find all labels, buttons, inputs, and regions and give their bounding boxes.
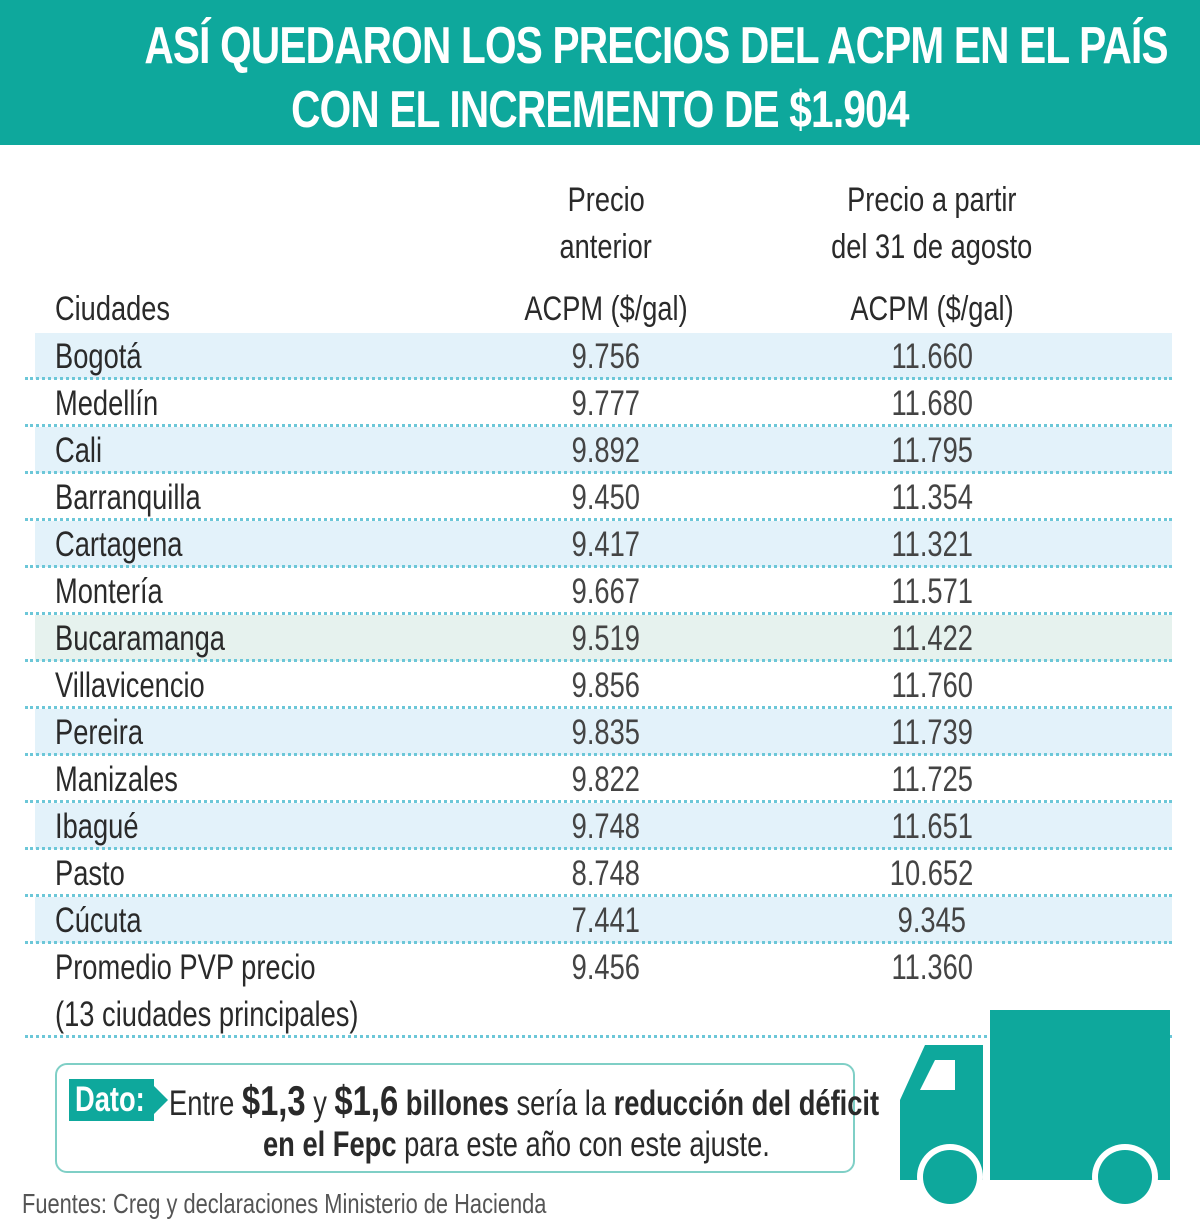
table-row: Medellín 9.777 11.680 [0,380,1200,427]
average-previous: 9.456 [571,948,641,987]
table-row: Pasto 8.748 10.652 [0,850,1200,897]
row-divider [25,706,1172,709]
new-price-cell: 11.795 [891,431,973,470]
title-banner: ASÍ QUEDARON LOS PRECIOS DEL ACPM EN EL … [0,0,1200,145]
table-row: Manizales 9.822 11.725 [0,756,1200,803]
header-new-l2: del 31 de agosto [831,228,1033,266]
table-row: Bogotá 9.756 11.660 [0,333,1200,380]
header-previous-unit: ACPM ($/gal) [524,290,688,328]
dato-line-2: en el Fepc para este año con este ajuste… [263,1125,770,1164]
dato-line-1: Entre $1,3 y $1,6 billones sería la redu… [169,1077,880,1124]
row-background [35,615,1172,661]
dato-box: Dato: Entre $1,3 y $1,6 billones sería l… [55,1063,879,1173]
price-table: Bogotá 9.756 11.660 Medellín 9.777 11.68… [0,333,1200,1038]
truck-icon [900,1010,1170,1210]
header-new-l1: Precio a partir [847,181,1017,219]
table-row: Villavicencio 9.856 11.760 [0,662,1200,709]
previous-price-cell: 8.748 [571,854,641,893]
table-row: Bucaramanga 9.519 11.422 [0,615,1200,662]
row-background [35,709,1172,755]
row-divider [25,1035,1172,1038]
row-divider [25,659,1172,662]
row-divider [25,424,1172,427]
source-note: Fuentes: Creg y declaraciones Ministerio… [22,1188,547,1219]
previous-price-cell: 9.856 [571,666,641,705]
table-row: Montería 9.667 11.571 [0,568,1200,615]
average-new: 11.360 [891,948,973,987]
city-cell: Cartagena [55,525,183,564]
table-row: Pereira 9.835 11.739 [0,709,1200,756]
row-background [35,427,1172,473]
row-divider [25,894,1172,897]
header-cities: Ciudades [55,290,170,328]
row-divider [25,377,1172,380]
new-price-cell: 11.571 [891,572,973,611]
city-cell: Pereira [55,713,144,752]
city-cell: Bucaramanga [55,619,225,658]
previous-price-cell: 9.756 [571,337,641,376]
new-price-cell: 11.651 [891,807,973,846]
city-cell: Manizales [55,760,178,799]
dato-tag: Dato: [69,1079,169,1121]
new-price-cell: 11.422 [891,619,973,658]
city-cell: Villavicencio [55,666,205,705]
city-cell: Bogotá [55,337,142,376]
new-price-cell: 11.321 [891,525,973,564]
previous-price-cell: 9.822 [571,760,641,799]
row-divider [25,753,1172,756]
table-row: Cúcuta 7.441 9.345 [0,897,1200,944]
previous-price-cell: 9.667 [571,572,641,611]
previous-price-cell: 9.519 [571,619,641,658]
new-price-cell: 9.345 [897,901,967,940]
header-previous-price: Precio anterior [506,177,706,271]
row-background [35,897,1172,943]
header-new-price: Precio a partir del 31 de agosto [782,177,1082,271]
title-line-2: CON EL INCREMENTO DE $1.904 [291,81,909,139]
row-divider [25,471,1172,474]
previous-price-cell: 9.450 [571,478,641,517]
table-row: Barranquilla 9.450 11.354 [0,474,1200,521]
new-price-cell: 11.760 [891,666,973,705]
city-cell: Pasto [55,854,125,893]
row-background [35,803,1172,849]
previous-price-cell: 9.748 [571,807,641,846]
new-price-cell: 11.680 [891,384,973,423]
city-cell: Barranquilla [55,478,201,517]
city-cell: Cali [55,431,103,470]
previous-price-cell: 9.777 [571,384,641,423]
new-price-cell: 11.660 [891,337,973,376]
new-price-cell: 10.652 [890,854,974,893]
new-price-cell: 11.354 [891,478,973,517]
table-row: Ibagué 9.748 11.651 [0,803,1200,850]
row-divider [25,612,1172,615]
header-new-unit: ACPM ($/gal) [850,290,1014,328]
city-cell: Medellín [55,384,159,423]
previous-price-cell: 9.835 [571,713,641,752]
city-cell: Montería [55,572,163,611]
row-background [35,521,1172,567]
row-divider [25,800,1172,803]
row-divider [25,565,1172,568]
city-cell: Cúcuta [55,901,142,940]
title-line-1: ASÍ QUEDARON LOS PRECIOS DEL ACPM EN EL … [144,17,1168,75]
table-row: Cartagena 9.417 11.321 [0,521,1200,568]
header-previous-l1: Precio [567,181,645,219]
previous-price-cell: 7.441 [571,901,641,940]
previous-price-cell: 9.417 [571,525,641,564]
row-divider [25,847,1172,850]
average-sublabel: (13 ciudades principales) [55,995,359,1034]
new-price-cell: 11.739 [891,713,973,752]
average-label: Promedio PVP precio [55,948,316,987]
city-cell: Ibagué [55,807,139,846]
row-background [35,333,1172,379]
new-price-cell: 11.725 [891,760,973,799]
header-previous-l2: anterior [559,228,653,266]
table-row: Cali 9.892 11.795 [0,427,1200,474]
row-divider [25,941,1172,944]
average-row: Promedio PVP precio (13 ciudades princip… [0,944,1200,1038]
previous-price-cell: 9.892 [571,431,641,470]
row-divider [25,518,1172,521]
